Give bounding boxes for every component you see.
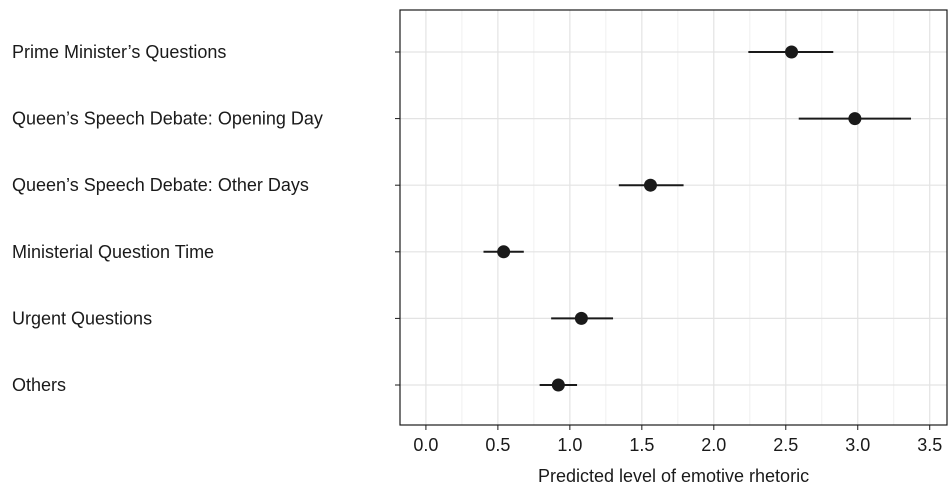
x-axis-title: Predicted level of emotive rhetoric: [538, 466, 809, 486]
point-estimate: [643, 178, 657, 192]
confidence-intervals: [483, 51, 912, 386]
x-tick-label: 0.0: [413, 435, 438, 455]
x-tick-label: 2.0: [701, 435, 726, 455]
point-estimate: [497, 245, 511, 259]
grid: [400, 10, 947, 425]
x-axis-ticks: [425, 425, 931, 430]
y-tick-label: Prime Minister’s Questions: [12, 42, 226, 62]
x-tick-label: 2.5: [773, 435, 798, 455]
y-tick-label: Queen’s Speech Debate: Opening Day: [12, 109, 323, 129]
x-axis-tick-labels: 0.0 0.5 1.0 1.5 2.0 2.5 3.0 3.5: [413, 435, 942, 455]
x-tick-label: 1.0: [557, 435, 582, 455]
y-axis-ticks: [395, 51, 400, 386]
x-tick-label: 1.5: [629, 435, 654, 455]
panel-border: [399, 9, 948, 426]
point-estimates: [497, 45, 862, 392]
y-tick-label: Ministerial Question Time: [12, 242, 214, 262]
point-estimate: [848, 112, 862, 126]
x-tick-label: 0.5: [485, 435, 510, 455]
y-tick-label: Others: [12, 375, 66, 395]
x-tick-label: 3.5: [917, 435, 942, 455]
point-estimate: [574, 311, 588, 325]
point-estimate: [551, 378, 565, 392]
y-tick-label: Queen’s Speech Debate: Other Days: [12, 175, 309, 195]
x-tick-label: 3.0: [845, 435, 870, 455]
y-tick-label: Urgent Questions: [12, 308, 152, 328]
point-estimate: [785, 45, 799, 59]
y-axis-labels: Prime Minister’s Questions Queen’s Speech…: [12, 42, 323, 395]
